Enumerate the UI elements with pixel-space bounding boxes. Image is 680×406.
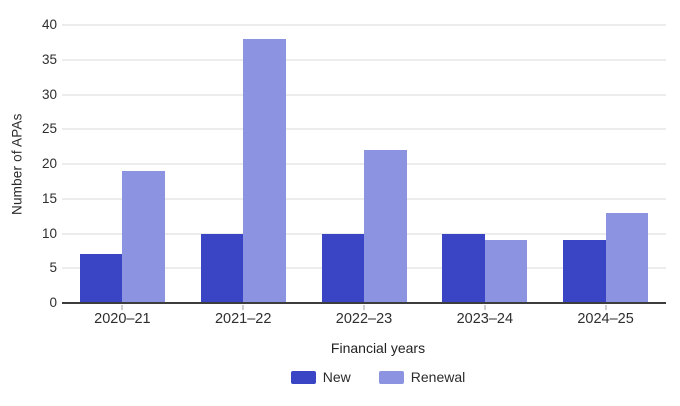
y-tick-label: 35 [41, 51, 57, 67]
x-axis-title: Financial years [330, 340, 426, 356]
x-tick-label: 2022–23 [335, 311, 393, 327]
gridline [62, 128, 666, 131]
x-tick-mark [483, 305, 486, 310]
y-tick-label: 20 [41, 156, 57, 171]
y-tick-label: 30 [41, 86, 57, 102]
bar-new-2020–21 [79, 254, 123, 303]
x-tick-mark [363, 305, 365, 310]
bar-new-2021–22 [200, 233, 244, 303]
gridline [62, 58, 666, 61]
x-axis-labels: 2020–21 2021–22 2022–23 2023–24 2024–25 [62, 311, 666, 327]
legend: New Renewal [76, 369, 680, 385]
y-tick-label: 10 [41, 225, 57, 241]
bar-new-2023–24 [442, 233, 485, 303]
x-tick-label: 2023–24 [456, 311, 514, 327]
y-tick-label: 0 [49, 295, 57, 310]
legend-swatch-new [290, 370, 316, 384]
bar-new-2022–23 [321, 233, 364, 303]
x-axis-line [62, 302, 666, 304]
legend-item-renewal[interactable]: Renewal [378, 369, 466, 385]
x-tick-mark [121, 305, 124, 310]
bar-renewal-2020–21 [122, 170, 165, 303]
gridline [62, 93, 666, 96]
bar-renewal-2023–24 [484, 240, 528, 303]
legend-label-renewal: Renewal [410, 369, 466, 385]
gridline [62, 24, 666, 26]
x-tick-mark [604, 305, 607, 310]
x-tick-label: 2024–25 [577, 311, 634, 327]
plot-area [62, 24, 666, 310]
bar-new-2024–25 [563, 240, 606, 303]
y-tick-label: 15 [41, 190, 57, 206]
legend-label-new: New [322, 369, 351, 385]
legend-swatch-renewal [378, 370, 404, 384]
x-tick-label: 2020–21 [94, 311, 151, 327]
legend-item-new[interactable]: New [290, 369, 351, 385]
x-tick-mark [242, 305, 245, 310]
bar-renewal-2024–25 [605, 212, 649, 303]
y-tick-label: 5 [49, 260, 57, 276]
y-tick-label: 40 [41, 17, 57, 32]
bar-renewal-2022–23 [364, 150, 407, 303]
x-tick-label: 2021–22 [214, 311, 272, 327]
y-tick-label: 25 [41, 121, 57, 137]
bar-renewal-2021–22 [243, 38, 286, 303]
